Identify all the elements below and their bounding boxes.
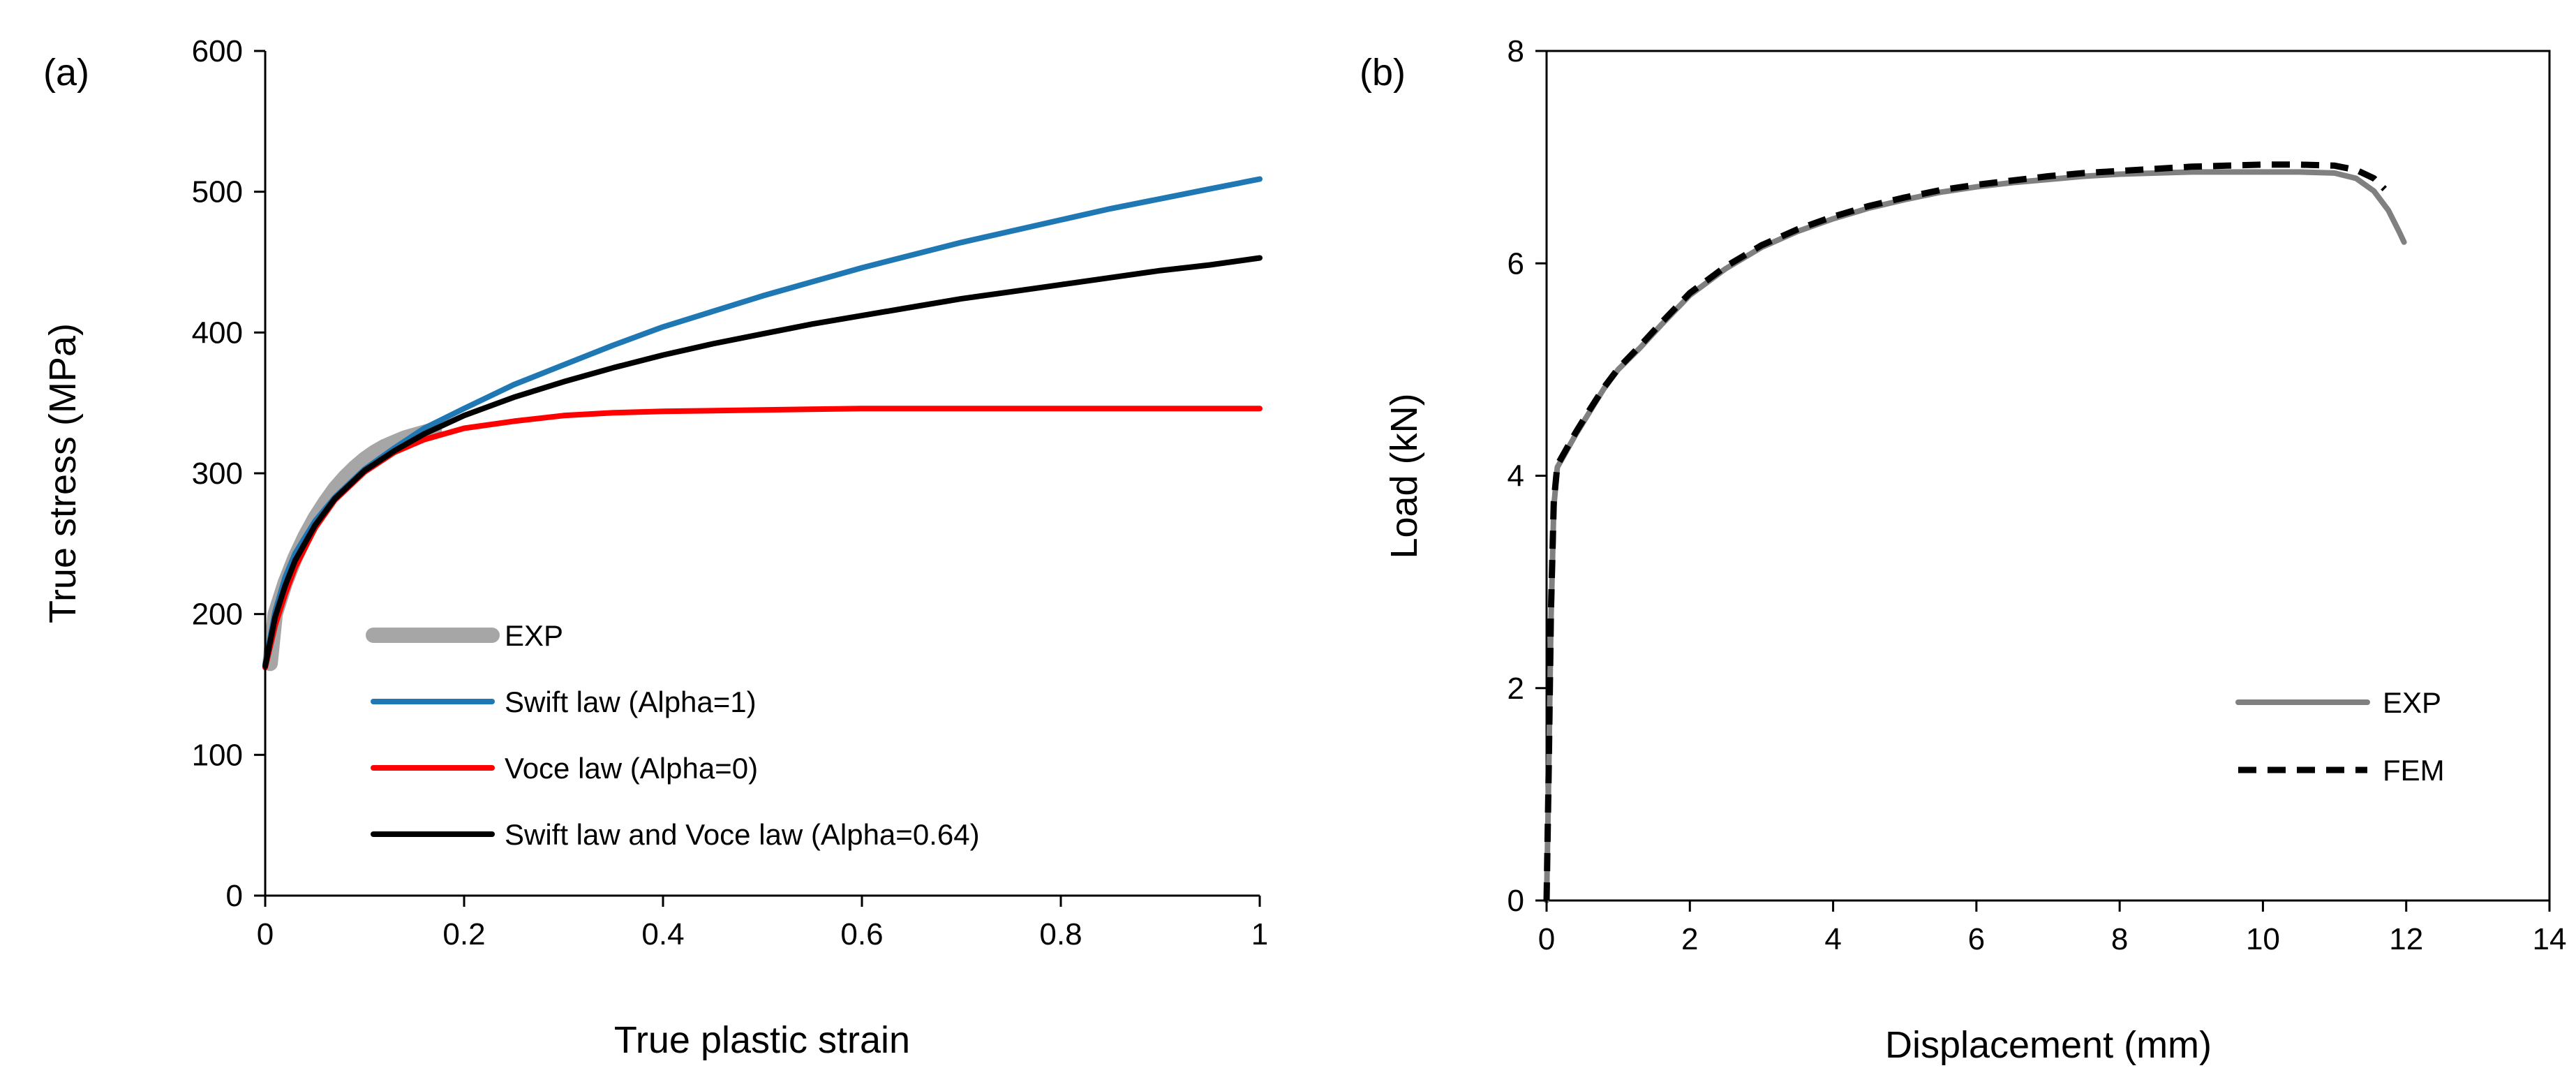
legend-label-swift-law-and-voce-law-alpha-0-64: Swift law and Voce law (Alpha=0.64) <box>505 818 980 851</box>
y-axis-ticks-b: 0 2 4 6 8 <box>1507 34 1547 918</box>
x-tick-label: 0 <box>257 917 274 951</box>
x-tick-label: 0 <box>1538 922 1555 956</box>
stress-strain-chart: (a) 0 100 200 300 400 500 600 0 0.2 0.4 0.6 0.8 1 T… <box>42 34 1268 1061</box>
x-tick-label: 0.4 <box>641 917 684 951</box>
x-axis-title-b: Displacement (mm) <box>1885 1024 2212 1066</box>
x-axis-ticks-b: 0 2 4 6 8 10 12 14 <box>1538 901 2567 956</box>
x-tick-label: 14 <box>2533 922 2567 956</box>
y-axis-ticks: 0 100 200 300 400 500 600 <box>192 34 265 913</box>
y-tick-label: 100 <box>192 738 243 772</box>
legend-label-swift-law-alpha-1: Swift law (Alpha=1) <box>505 685 757 718</box>
series-line-voce-law-alpha-0 <box>262 406 1263 671</box>
x-tick-label: 12 <box>2389 922 2423 956</box>
x-tick-label: 0.2 <box>442 917 485 951</box>
x-tick-label: 6 <box>1968 922 1985 956</box>
legend-label-exp: EXP <box>505 619 563 652</box>
x-tick-label: 4 <box>1824 922 1841 956</box>
x-tick-label: 2 <box>1681 922 1698 956</box>
load-displacement-plot-area <box>1543 161 2407 903</box>
x-tick-label: 8 <box>2111 922 2128 956</box>
panel-label-b: (b) <box>1360 52 1406 94</box>
legend-b: EXP FEM <box>2235 686 2445 787</box>
stress-strain-plot-area <box>262 176 1263 672</box>
y-tick-label: 4 <box>1507 459 1524 494</box>
legend-a: EXP Swift law (Alpha=1) Voce law (Alpha=0)… <box>366 619 980 851</box>
y-tick-label: 8 <box>1507 34 1524 68</box>
y-axis-title-b: Load (kN) <box>1383 393 1425 558</box>
y-axis-title: True stress (MPa) <box>42 323 84 623</box>
series-line-fem <box>1543 161 2388 901</box>
y-tick-label: 400 <box>192 316 243 350</box>
y-tick-label: 200 <box>192 598 243 632</box>
legend-label-exp: EXP <box>2383 686 2441 719</box>
x-axis-title: True plastic strain <box>614 1019 910 1061</box>
y-tick-label: 0 <box>1507 884 1524 918</box>
panel-label-a: (a) <box>43 52 89 94</box>
x-tick-label: 10 <box>2246 922 2280 956</box>
legend-label-voce-law-alpha-0: Voce law (Alpha=0) <box>505 752 758 785</box>
y-tick-label: 500 <box>192 175 243 209</box>
series-line-exp <box>1544 169 2407 903</box>
x-tick-label: 0.6 <box>840 917 883 951</box>
series-line-swift-law-alpha-1 <box>262 176 1263 668</box>
y-tick-label: 0 <box>226 879 243 913</box>
y-tick-label: 2 <box>1507 672 1524 706</box>
y-tick-label: 6 <box>1507 246 1524 281</box>
x-axis-ticks: 0 0.2 0.4 0.6 0.8 1 <box>257 896 1268 951</box>
y-tick-label: 600 <box>192 34 243 68</box>
x-tick-label: 0.8 <box>1039 917 1082 951</box>
x-tick-label: 1 <box>1251 917 1268 951</box>
legend-label-fem: FEM <box>2383 754 2445 787</box>
series-line-swift-law-and-voce-law-alpha-0-64 <box>262 255 1263 669</box>
y-tick-label: 300 <box>192 457 243 491</box>
